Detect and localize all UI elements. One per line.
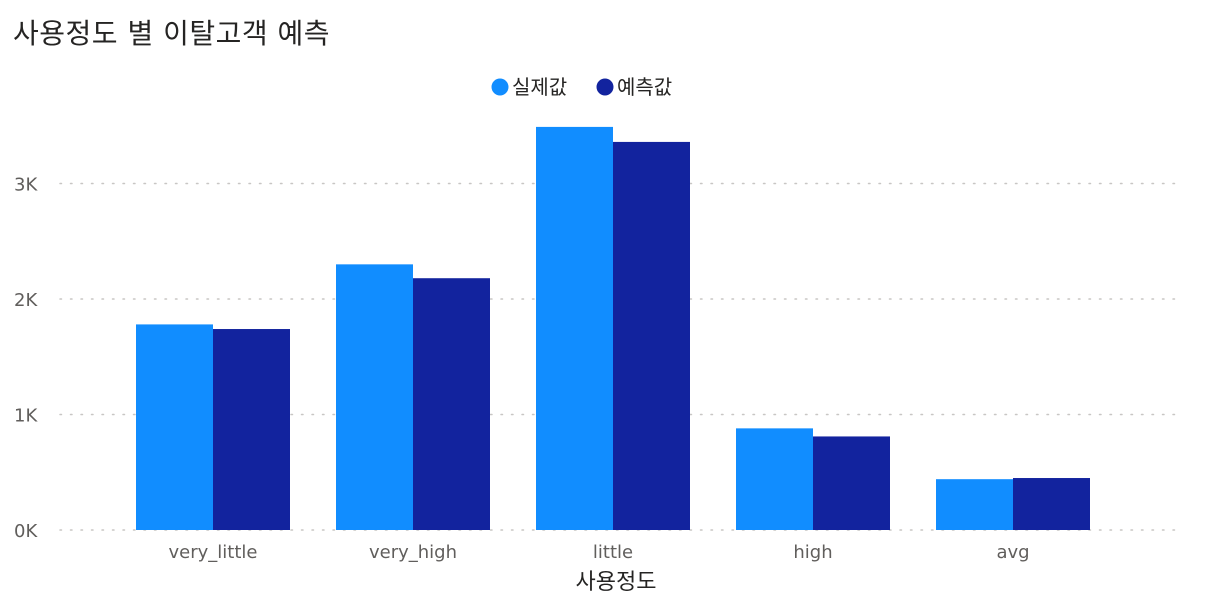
y-tick-label: 3K <box>14 175 38 196</box>
x-tick-label: high <box>793 542 832 563</box>
x-axis-title: 사용정도 <box>576 570 657 595</box>
bar[interactable] <box>336 264 413 530</box>
y-tick-label: 0K <box>14 521 38 542</box>
legend-marker <box>596 78 614 96</box>
x-tick-label: very_little <box>169 542 258 563</box>
x-tick-label: little <box>593 542 633 563</box>
x-tick-label: avg <box>996 542 1029 563</box>
legend: 실제값 예측값 <box>491 75 672 99</box>
y-tick-label: 1K <box>14 406 38 427</box>
bar[interactable] <box>136 324 213 530</box>
bar[interactable] <box>536 126 613 530</box>
chart-title: 사용정도 별 이탈고객 예측 <box>13 17 331 50</box>
bars <box>136 126 1090 531</box>
bar[interactable] <box>413 278 490 530</box>
y-tick-label: 2K <box>14 290 38 311</box>
bar[interactable] <box>1013 478 1090 530</box>
legend-label: 예측값 <box>617 75 672 99</box>
legend-marker <box>491 78 509 96</box>
bar[interactable] <box>213 329 290 530</box>
bar[interactable] <box>613 141 690 531</box>
legend-label: 실제값 <box>512 75 567 99</box>
x-tick-label: very_high <box>369 542 457 563</box>
bar[interactable] <box>936 479 1013 530</box>
bar[interactable] <box>736 428 813 530</box>
x-axis-ticks: very_little very_high little high avg <box>169 542 1030 563</box>
bar[interactable] <box>813 436 890 530</box>
y-axis-ticks: 0K 1K 2K 3K <box>14 175 38 543</box>
